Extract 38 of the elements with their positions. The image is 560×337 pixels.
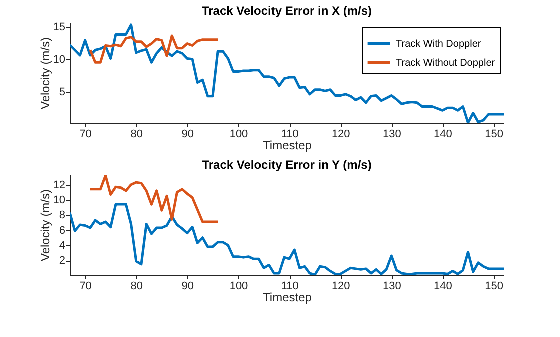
y-tick-label: 12: [53, 179, 66, 192]
x-tick-label: 150: [485, 280, 504, 292]
legend-label: Track Without Doppler: [396, 58, 496, 69]
y-axis-title: Velocity (m/s): [38, 37, 52, 110]
line-series: [89, 175, 220, 224]
y-tick-label: 15: [53, 21, 66, 34]
x-tick-label: 100: [230, 280, 248, 292]
y-tick-label: 2: [59, 255, 66, 268]
y-tick-label: 10: [53, 194, 66, 206]
x-tick-label: 120: [332, 128, 350, 140]
y-tick-label: 6: [59, 224, 66, 237]
line-series: [70, 24, 504, 123]
x-tick-label: 80: [130, 128, 143, 140]
legend-label: Track With Doppler: [396, 39, 482, 50]
x-tick-label: 150: [485, 128, 504, 140]
y-tick-label: 5: [59, 86, 66, 98]
y-tick-label: 4: [59, 240, 66, 252]
x-tick-label: 80: [130, 280, 143, 292]
x-tick-label: 70: [80, 128, 92, 140]
x-tick-label: 110: [281, 128, 299, 140]
x-tick-label: 130: [382, 280, 402, 292]
line-series: [89, 34, 220, 64]
x-tick-label: 90: [182, 128, 194, 140]
y-axis-title: Velocity (m/s): [38, 189, 52, 262]
chart-title: Track Velocity Error in Y (m/s): [202, 158, 372, 172]
x-tick-label: 120: [332, 280, 350, 292]
x-tick-label: 100: [230, 128, 248, 140]
x-tick-label: 110: [281, 280, 299, 292]
chart-title: Track Velocity Error in X (m/s): [202, 4, 372, 18]
x-axis-title: Timestep: [263, 290, 312, 304]
x-tick-label: 140: [434, 280, 452, 292]
x-tick-label: 90: [182, 280, 194, 292]
x-tick-label: 70: [80, 280, 92, 292]
y-tick-label: 10: [53, 54, 66, 66]
x-tick-label: 140: [434, 128, 452, 140]
x-tick-label: 130: [382, 128, 402, 140]
y-tick-label: 8: [59, 210, 66, 222]
x-axis-title: Timestep: [263, 138, 312, 152]
